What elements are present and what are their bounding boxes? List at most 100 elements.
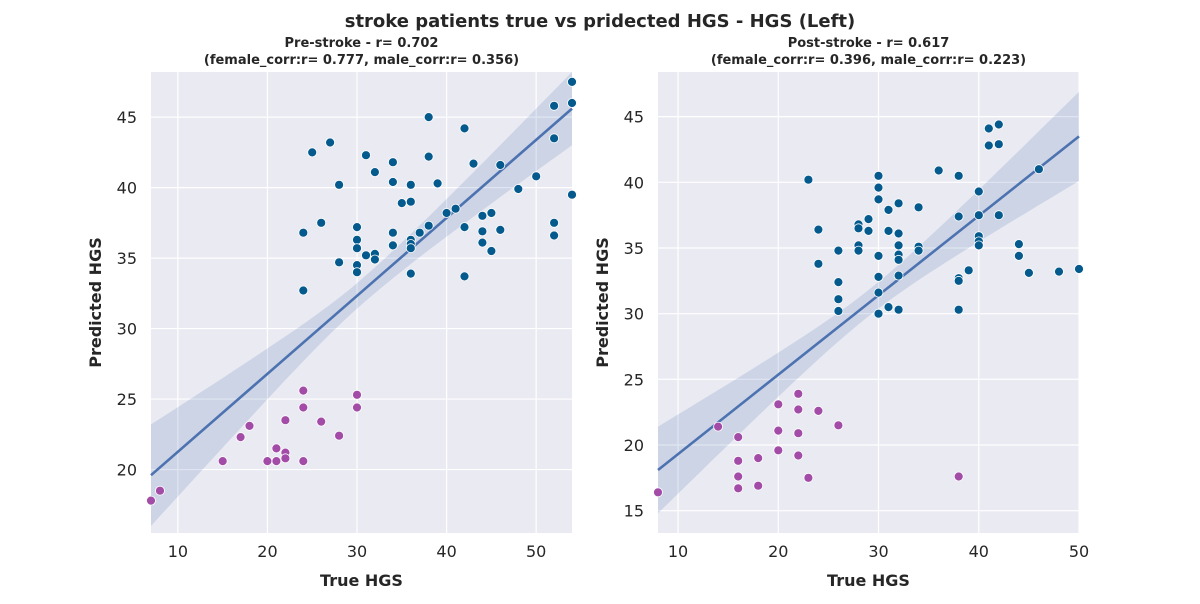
male-point (1054, 266, 1064, 277)
male-point (873, 271, 884, 282)
female-point (713, 421, 723, 432)
male-point (531, 171, 542, 182)
male-point (513, 184, 524, 194)
female-point (953, 471, 964, 482)
x-tick-label: 50 (1069, 542, 1089, 561)
male-point (567, 189, 577, 200)
x-tick-label: 20 (768, 542, 788, 561)
male-point (396, 198, 407, 209)
y-tick-label: 25 (624, 370, 644, 389)
y-tick-label: 30 (624, 305, 644, 324)
female-point (793, 404, 804, 415)
male-point (883, 302, 894, 313)
male-point (459, 271, 470, 282)
male-point (873, 287, 884, 298)
female-point (298, 402, 309, 413)
male-point (893, 240, 904, 251)
y-tick-label: 45 (624, 108, 644, 127)
female-point (271, 443, 282, 454)
male-point (853, 223, 864, 234)
female-point (793, 450, 804, 461)
male-point (833, 245, 844, 256)
female-point (316, 416, 327, 427)
male-point (853, 245, 864, 256)
female-point (244, 420, 255, 431)
male-point (432, 178, 443, 189)
female-point (733, 471, 744, 482)
male-point (316, 217, 327, 228)
x-axis-label: True HGS (320, 571, 403, 590)
female-point (833, 420, 844, 431)
tick-labels: 10 20 30 40 50 20 25 30 35 40 45 (117, 108, 547, 561)
male-point (873, 194, 884, 205)
male-point (1014, 250, 1024, 261)
male-point (405, 196, 416, 207)
pre-stroke-panel: 10 20 30 40 50 20 25 30 35 40 45 Pre-stroke - r= 0… (86, 36, 577, 590)
male-point (405, 179, 416, 190)
female-point (334, 430, 345, 441)
y-tick-label: 15 (624, 502, 644, 521)
male-point (387, 157, 398, 168)
male-point (468, 158, 479, 169)
x-tick-label: 40 (969, 542, 989, 561)
male-point (405, 243, 416, 254)
male-point (813, 224, 824, 235)
male-point (549, 100, 559, 111)
male-point (893, 304, 904, 315)
regression-line (657, 135, 1080, 471)
male-point (298, 227, 309, 238)
female-point (793, 388, 804, 399)
male-point (873, 170, 884, 181)
male-point (423, 112, 434, 122)
figure-suptitle: stroke patients true vs pridected HGS - … (345, 11, 856, 32)
male-point (361, 150, 371, 161)
male-point (973, 186, 984, 197)
female-point (803, 472, 814, 483)
y-tick-label: 20 (624, 436, 644, 455)
male-point (361, 250, 371, 261)
male-point (459, 123, 470, 134)
gridlines (658, 72, 1080, 533)
male-point (423, 220, 434, 231)
female-point (217, 456, 228, 467)
male-point (549, 230, 559, 241)
female-point (155, 485, 165, 496)
male-point (973, 240, 984, 251)
male-point (803, 174, 814, 185)
female-point (298, 456, 309, 467)
male-point (813, 258, 824, 269)
x-tick-label: 40 (436, 542, 456, 561)
male-point (983, 140, 994, 151)
male-point (298, 285, 309, 296)
panel-title-line1: Pre-stroke - r= 0.702 (285, 36, 439, 51)
male-point (423, 151, 434, 162)
male-point (334, 257, 345, 268)
male-point (1074, 264, 1084, 274)
female-point (235, 432, 246, 443)
male-point (963, 265, 974, 276)
male-point (486, 208, 497, 218)
female-point (280, 453, 291, 464)
male-point (913, 245, 924, 256)
female-point (352, 389, 362, 400)
x-axis-label: True HGS (827, 571, 910, 590)
male-point (993, 210, 1004, 221)
male-point (477, 210, 488, 221)
female-point (352, 402, 362, 413)
gridlines (151, 72, 572, 533)
male-point (450, 203, 461, 214)
male-point (863, 214, 874, 225)
y-tick-label: 20 (117, 461, 137, 480)
y-tick-label: 45 (117, 108, 137, 127)
x-tick-label: 30 (868, 542, 888, 561)
female-point (773, 425, 784, 436)
male-point (983, 123, 994, 134)
male-point (567, 77, 577, 87)
female-point (298, 385, 309, 396)
scatter-points (653, 119, 1084, 498)
male-point (325, 137, 336, 148)
y-tick-label: 30 (117, 320, 137, 339)
female-point (733, 483, 744, 494)
male-point (459, 222, 470, 233)
